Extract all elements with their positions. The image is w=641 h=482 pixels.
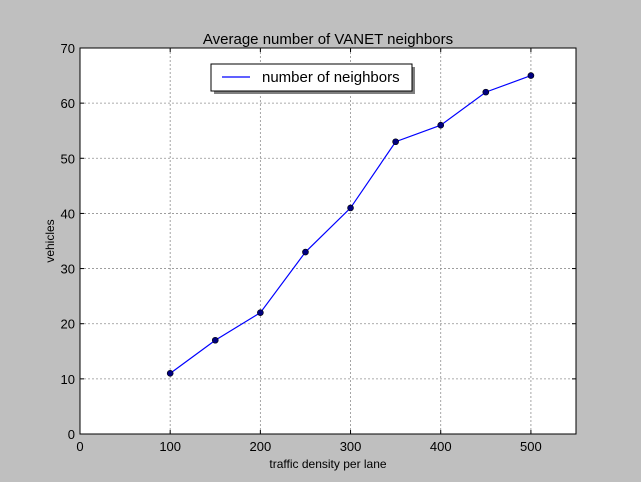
x-axis-label: traffic density per lane: [269, 457, 387, 471]
tick-labels: 0 100 200 300 400 500 0 10 20 30 40 50 60 70: [61, 41, 542, 454]
chart-title: Average number of VANET neighbors: [203, 31, 453, 48]
x-tick-label: 300: [340, 439, 362, 454]
data-point: [437, 121, 445, 129]
y-tick-label: 70: [61, 41, 75, 56]
plot-area: [79, 47, 577, 435]
series-layer: [166, 72, 535, 377]
data-point: [257, 309, 264, 316]
data-point: [302, 248, 309, 256]
legend-label-number-of-neighbors: number of neighbors: [262, 69, 400, 86]
y-tick-label: 30: [61, 262, 75, 277]
x-tick-label: 0: [76, 439, 83, 454]
y-tick-label: 40: [61, 206, 75, 221]
y-tick-label: 20: [61, 317, 75, 332]
x-tick-label: 500: [520, 439, 542, 454]
data-point: [166, 370, 174, 377]
data-point: [211, 336, 219, 344]
data-point: [527, 72, 535, 79]
legend: number of neighbors: [210, 63, 415, 94]
data-point: [482, 88, 490, 96]
x-tick-label: 400: [430, 439, 452, 454]
y-tick-label: 60: [61, 96, 75, 111]
axis-ticks: [79, 47, 576, 435]
x-tick-label: 200: [250, 439, 272, 454]
y-tick-label: 0: [68, 427, 75, 442]
data-point: [347, 204, 354, 212]
data-point: [392, 138, 399, 146]
grid-lines: [80, 48, 576, 434]
x-tick-label: 100: [159, 439, 181, 454]
y-axis-label: vehicles: [43, 219, 57, 262]
y-tick-label: 10: [61, 372, 75, 387]
y-tick-label: 50: [61, 151, 75, 166]
